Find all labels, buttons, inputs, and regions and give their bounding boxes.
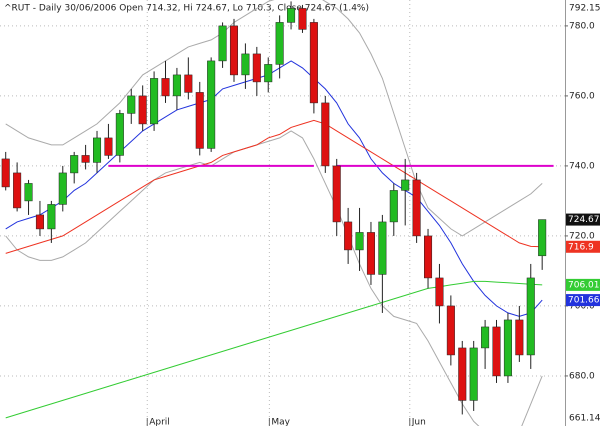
candle-body: [435, 277, 444, 307]
overlay-line: [5, 119, 543, 254]
candle-body: [389, 190, 398, 223]
low-label: 661.142: [569, 414, 600, 424]
candle-body: [481, 326, 490, 349]
candle-body: [184, 74, 193, 93]
candle-body: [13, 172, 22, 209]
candle-body: [35, 214, 44, 230]
candle-body: [104, 137, 113, 156]
candle-body: [115, 113, 124, 156]
x-tick-label: Jun: [411, 418, 426, 427]
candle-body: [161, 78, 170, 97]
candle-body: [366, 232, 375, 275]
candle-body: [127, 95, 136, 114]
last-value-label: 724.67: [568, 215, 600, 225]
candle-body: [264, 64, 273, 83]
candle-body: [241, 53, 250, 76]
last-value-label: 701.669: [568, 296, 600, 306]
overlay-line: [5, 0, 543, 237]
candle-body: [195, 92, 204, 149]
y-tick-label: 780.0: [569, 21, 595, 31]
candle-body: [93, 137, 102, 163]
last-value-box: [566, 278, 600, 291]
last-value-box: [566, 240, 600, 253]
candle-body: [207, 60, 216, 149]
last-value-label: 716.9: [568, 242, 594, 252]
candle-body: [252, 53, 261, 83]
x-tick-label: May: [271, 418, 290, 427]
overlay-line: [5, 280, 543, 419]
y-tick-label: 720.0: [569, 231, 595, 241]
y-tick-label: 680.0: [569, 371, 595, 381]
candle-body: [172, 74, 181, 97]
candle-body: [81, 155, 90, 163]
candle-body: [412, 179, 421, 237]
last-value-label: 706.014: [568, 280, 600, 290]
x-tick-label: April: [149, 418, 170, 427]
candle-body: [538, 219, 547, 257]
candle-body: [515, 319, 524, 356]
high-label: 792.15: [569, 4, 600, 14]
candle-body: [503, 319, 512, 377]
candle-body: [446, 305, 455, 356]
last-value-box: [566, 294, 600, 307]
candle-body: [47, 204, 56, 230]
candle-body: [298, 8, 307, 30]
candle-body: [138, 95, 147, 125]
candle-body: [321, 102, 330, 167]
candle-body: [458, 347, 467, 401]
candle-body: [287, 8, 296, 23]
candle-body: [24, 183, 33, 202]
candle-body: [355, 232, 364, 251]
candle-body: [378, 221, 387, 275]
candle-body: [424, 235, 433, 279]
candle-body: [218, 25, 227, 62]
candle-body: [1, 158, 10, 188]
overlay-line: [5, 60, 543, 317]
candle-body: [275, 22, 284, 65]
candle-body: [150, 78, 159, 125]
candle-body: [492, 326, 501, 377]
candle-body: [70, 155, 79, 174]
candle-body: [332, 165, 341, 223]
chart-title: ^RUT - Daily 30/06/2006 Open 714.32, Hi …: [4, 4, 369, 14]
y-tick-label: 740.0: [569, 161, 595, 171]
candle-body: [309, 22, 318, 104]
last-value-box: [566, 213, 600, 226]
y-tick-label: 700.0: [569, 301, 595, 311]
candle-body: [526, 277, 535, 356]
candle-body: [344, 221, 353, 251]
candle-body: [401, 179, 410, 191]
candle-body: [58, 172, 67, 205]
y-tick-label: 760.0: [569, 91, 595, 101]
overlay-line: [5, 130, 543, 430]
candle-body: [229, 25, 239, 76]
candle-body: [469, 347, 478, 401]
